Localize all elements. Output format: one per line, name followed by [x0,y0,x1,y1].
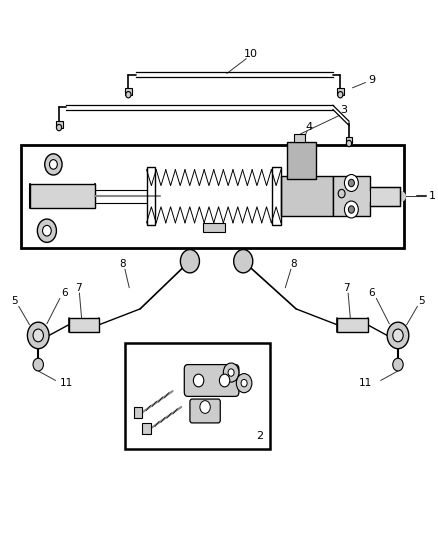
Bar [29,184,95,208]
Text: 10: 10 [244,50,258,59]
Circle shape [241,379,247,387]
Circle shape [338,189,345,198]
Bar [21,144,404,248]
FancyBboxPatch shape [184,365,239,397]
Circle shape [348,179,354,187]
Bar [272,167,281,225]
Bar [281,176,333,216]
Circle shape [49,160,57,169]
Text: 8: 8 [120,259,126,269]
Text: 6: 6 [61,288,67,298]
Bar [337,318,367,332]
Circle shape [346,140,352,147]
Text: 9: 9 [368,75,375,85]
Circle shape [344,201,358,218]
Bar [370,187,400,206]
Circle shape [33,358,43,371]
Text: 5: 5 [11,296,18,306]
Circle shape [219,374,230,387]
Text: 8: 8 [290,259,297,269]
Circle shape [33,329,43,342]
Circle shape [234,249,253,273]
Bar [134,407,142,418]
Bar [294,134,305,142]
Text: 11: 11 [60,378,73,388]
Circle shape [42,225,51,236]
Bar [337,88,344,95]
Bar [333,176,370,216]
Circle shape [344,174,358,191]
Circle shape [126,92,131,98]
Bar [125,88,132,95]
Circle shape [37,219,57,243]
Text: 1: 1 [429,191,436,201]
Circle shape [393,329,403,342]
Circle shape [57,124,62,131]
Text: 2: 2 [256,431,263,441]
FancyBboxPatch shape [190,399,220,423]
Text: 3: 3 [340,105,347,115]
Bar [147,167,155,225]
Text: 4: 4 [306,122,313,132]
Text: 7: 7 [343,282,350,293]
Text: 5: 5 [418,296,425,306]
Circle shape [338,92,343,98]
Circle shape [393,358,403,371]
Bar [203,223,225,232]
Circle shape [200,401,210,414]
Bar [287,142,316,179]
Bar [56,120,63,127]
Circle shape [45,154,62,175]
Circle shape [387,322,409,349]
Text: 7: 7 [75,282,81,293]
Circle shape [28,322,49,349]
Bar [346,136,353,143]
Bar [125,343,270,449]
Text: 6: 6 [369,288,375,298]
Circle shape [194,374,204,387]
Circle shape [348,206,354,213]
Circle shape [223,363,239,382]
Text: 11: 11 [359,378,372,388]
Circle shape [237,374,252,393]
Bar [142,423,151,433]
Bar [69,318,99,332]
Circle shape [228,369,234,376]
Circle shape [180,249,199,273]
